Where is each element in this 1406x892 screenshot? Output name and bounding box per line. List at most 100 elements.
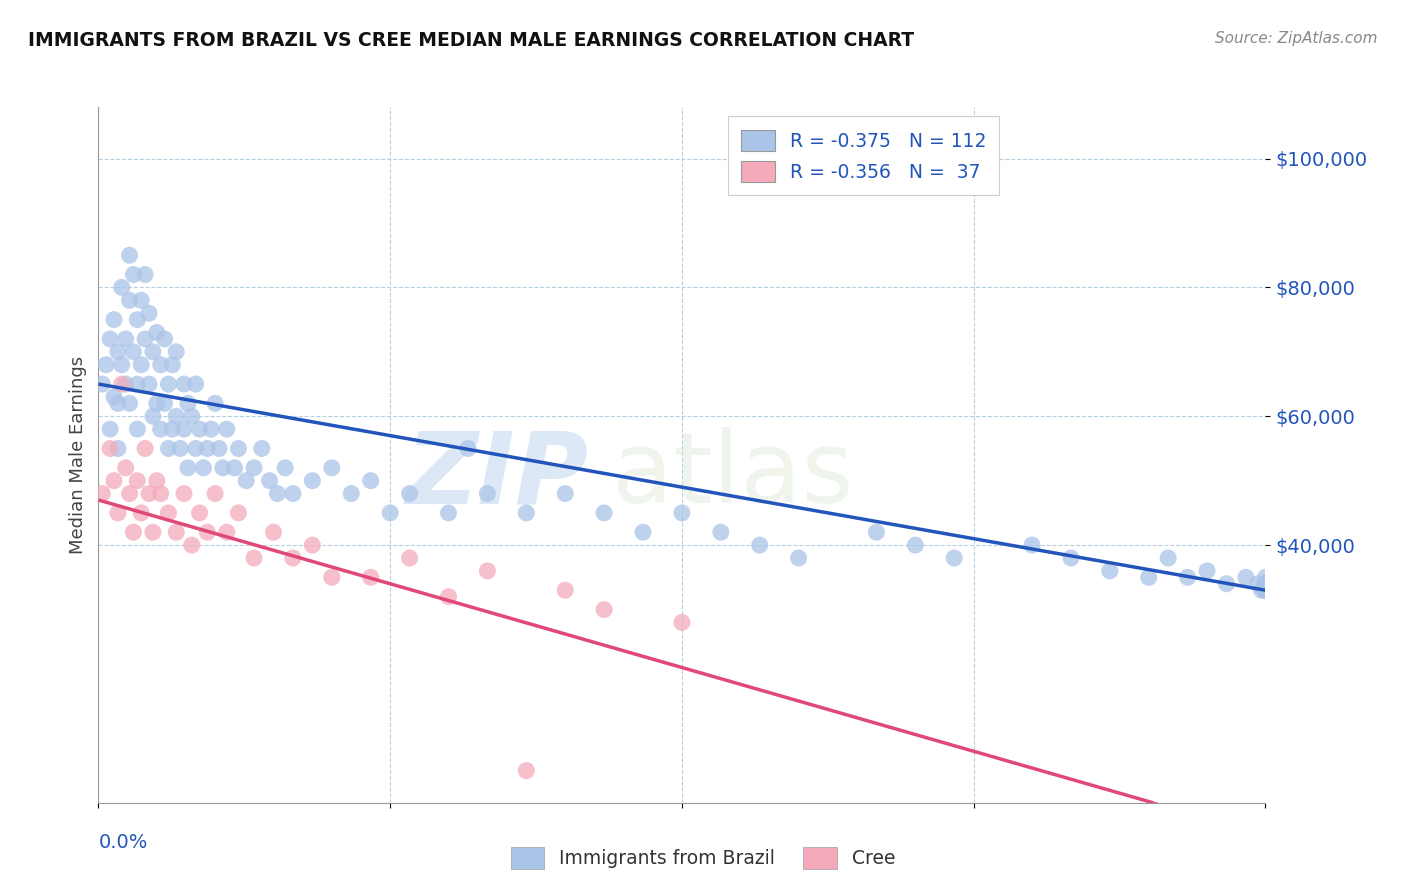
Point [1215, 576, 1237, 591]
Point [1254, 576, 1277, 591]
Text: IMMIGRANTS FROM BRAZIL VS CREE MEDIAN MALE EARNINGS CORRELATION CHART: IMMIGRANTS FROM BRAZIL VS CREE MEDIAN MA… [28, 31, 914, 50]
Point [184, 442, 207, 456]
Point [228, 506, 250, 520]
Point [129, 358, 152, 372]
Point [340, 486, 363, 500]
Point [127, 422, 149, 436]
Point [1254, 583, 1277, 598]
Point [262, 525, 284, 540]
Point [180, 538, 202, 552]
Point [477, 564, 499, 578]
Text: 0.0%: 0.0% [98, 833, 148, 853]
Point [1254, 583, 1277, 598]
Point [184, 377, 207, 392]
Point [1254, 576, 1277, 591]
Point [177, 396, 200, 410]
Point [1098, 564, 1121, 578]
Point [114, 332, 136, 346]
Point [118, 486, 141, 500]
Point [129, 293, 152, 308]
Point [146, 326, 169, 340]
Point [149, 422, 172, 436]
Point [173, 486, 195, 500]
Point [1254, 583, 1277, 598]
Point [235, 474, 257, 488]
Point [515, 764, 537, 778]
Point [142, 525, 165, 540]
Point [243, 460, 266, 475]
Point [91, 486, 114, 500]
Point [1254, 576, 1277, 591]
Point [1254, 583, 1277, 598]
Point [180, 409, 202, 424]
Point [204, 486, 226, 500]
Point [671, 615, 693, 630]
Point [1021, 538, 1043, 552]
Point [169, 442, 191, 456]
Point [301, 538, 323, 552]
Point [157, 377, 180, 392]
Point [266, 486, 288, 500]
Point [142, 344, 165, 359]
Point [904, 538, 927, 552]
Point [118, 248, 141, 262]
Point [114, 377, 136, 392]
Point [91, 377, 114, 392]
Point [111, 377, 134, 392]
Point [118, 396, 141, 410]
Point [195, 442, 218, 456]
Point [165, 344, 187, 359]
Point [127, 377, 149, 392]
Point [437, 590, 460, 604]
Point [193, 460, 215, 475]
Point [165, 525, 187, 540]
Point [215, 525, 238, 540]
Point [259, 474, 281, 488]
Point [162, 422, 184, 436]
Point [157, 442, 180, 456]
Point [243, 551, 266, 566]
Point [134, 442, 156, 456]
Point [146, 474, 169, 488]
Point [477, 486, 499, 500]
Point [103, 390, 125, 404]
Point [208, 442, 231, 456]
Point [1246, 576, 1268, 591]
Point [1254, 583, 1277, 598]
Point [138, 306, 160, 320]
Point [215, 422, 238, 436]
Point [671, 506, 693, 520]
Point [96, 358, 118, 372]
Point [146, 396, 169, 410]
Point [98, 422, 121, 436]
Point [360, 570, 382, 584]
Text: ZIP: ZIP [405, 427, 589, 524]
Point [274, 460, 297, 475]
Legend: Immigrants from Brazil, Cree: Immigrants from Brazil, Cree [501, 838, 905, 878]
Point [1250, 583, 1272, 598]
Point [162, 358, 184, 372]
Point [111, 280, 134, 294]
Point [134, 332, 156, 346]
Point [1254, 570, 1277, 584]
Point [1157, 551, 1180, 566]
Point [1177, 570, 1199, 584]
Point [865, 525, 887, 540]
Point [228, 442, 250, 456]
Point [138, 486, 160, 500]
Point [98, 442, 121, 456]
Point [103, 312, 125, 326]
Point [1254, 583, 1277, 598]
Point [129, 506, 152, 520]
Point [200, 422, 222, 436]
Point [157, 506, 180, 520]
Point [1195, 564, 1218, 578]
Point [224, 460, 246, 475]
Point [138, 377, 160, 392]
Text: Source: ZipAtlas.com: Source: ZipAtlas.com [1215, 31, 1378, 46]
Point [107, 344, 129, 359]
Point [149, 358, 172, 372]
Point [943, 551, 966, 566]
Point [153, 332, 176, 346]
Point [177, 460, 200, 475]
